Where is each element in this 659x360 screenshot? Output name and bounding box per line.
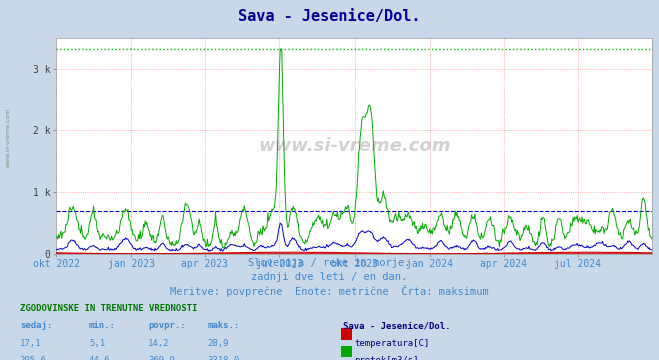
Text: 5,1: 5,1 bbox=[89, 339, 105, 348]
Text: 205,6: 205,6 bbox=[20, 356, 47, 360]
Text: 14,2: 14,2 bbox=[148, 339, 170, 348]
Text: Sava - Jesenice/Dol.: Sava - Jesenice/Dol. bbox=[343, 321, 450, 330]
Text: Sava - Jesenice/Dol.: Sava - Jesenice/Dol. bbox=[239, 9, 420, 24]
Text: min.:: min.: bbox=[89, 321, 116, 330]
Text: Meritve: povprečne  Enote: metrične  Črta: maksimum: Meritve: povprečne Enote: metrične Črta:… bbox=[170, 285, 489, 297]
Text: 3318,0: 3318,0 bbox=[208, 356, 240, 360]
Text: 28,9: 28,9 bbox=[208, 339, 229, 348]
Text: pretok[m3/s]: pretok[m3/s] bbox=[355, 356, 419, 360]
Text: 369,9: 369,9 bbox=[148, 356, 175, 360]
Text: povpr.:: povpr.: bbox=[148, 321, 186, 330]
Text: ZGODOVINSKE IN TRENUTNE VREDNOSTI: ZGODOVINSKE IN TRENUTNE VREDNOSTI bbox=[20, 304, 197, 313]
Text: sedaj:: sedaj: bbox=[20, 321, 52, 330]
Text: maks.:: maks.: bbox=[208, 321, 240, 330]
Text: zadnji dve leti / en dan.: zadnji dve leti / en dan. bbox=[251, 272, 408, 282]
Text: 44,6: 44,6 bbox=[89, 356, 111, 360]
Text: 17,1: 17,1 bbox=[20, 339, 42, 348]
Text: temperatura[C]: temperatura[C] bbox=[355, 339, 430, 348]
Text: Slovenija / reke in morje.: Slovenija / reke in morje. bbox=[248, 258, 411, 268]
Text: www.si-vreme.com: www.si-vreme.com bbox=[258, 137, 451, 155]
Text: www.si-vreme.com: www.si-vreme.com bbox=[5, 107, 11, 167]
